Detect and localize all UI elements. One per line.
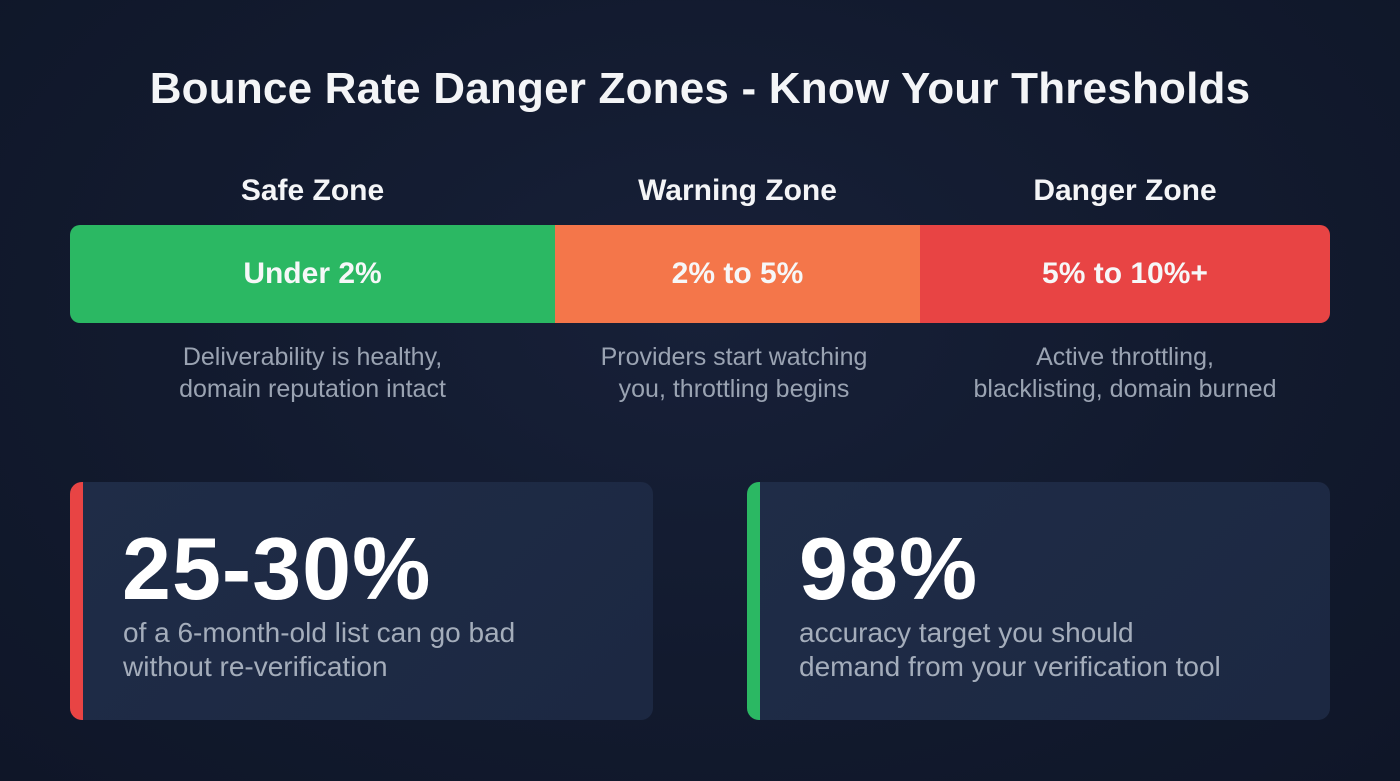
description-line: blacklisting, domain burned — [973, 375, 1277, 403]
description-line: domain reputation intact — [179, 375, 446, 403]
accent-bar-green — [747, 482, 760, 720]
caption-line: of a 6-month-old list can go bad — [123, 617, 516, 648]
description-line: you, throttling begins — [618, 375, 850, 403]
danger-range: 5% to 10%+ — [1042, 257, 1208, 290]
zone-description-danger: Active throttling, blacklisting, domain … — [920, 341, 1330, 405]
segment-danger: 5% to 10%+ — [920, 225, 1330, 323]
stat-value: 98% — [799, 519, 979, 618]
threshold-bar: Under 2% 2% to 5% 5% to 10%+ — [70, 225, 1330, 323]
zone-label-warning: Warning Zone — [638, 174, 837, 207]
stat-caption: of a 6-month-old list can go bad without… — [123, 616, 515, 684]
description-line: Providers start watching — [600, 343, 868, 371]
caption-line: demand from your verification tool — [799, 651, 1221, 682]
description-line: Active throttling, — [1036, 343, 1214, 371]
stat-card-list-decay: 25-30% of a 6-month-old list can go bad … — [70, 482, 653, 720]
safe-range: Under 2% — [243, 257, 382, 290]
zone-label-safe: Safe Zone — [240, 174, 385, 207]
stat-card-accuracy: 98% accuracy target you should demand fr… — [747, 482, 1330, 720]
zone-description-safe: Deliverability is healthy, domain reputa… — [70, 341, 555, 405]
zone-description-warning: Providers start watching you, throttling… — [555, 341, 913, 405]
segment-warning: 2% to 5% — [555, 225, 920, 323]
warning-range: 2% to 5% — [671, 257, 804, 290]
accent-bar-red — [70, 482, 83, 720]
page-title: Bounce Rate Danger Zones - Know Your Thr… — [149, 64, 1251, 113]
caption-line: accuracy target you should — [799, 617, 1134, 648]
stat-caption: accuracy target you should demand from y… — [799, 616, 1221, 684]
caption-line: without re-verification — [123, 651, 388, 682]
zone-label-danger: Danger Zone — [1033, 174, 1217, 207]
stat-value: 25-30% — [122, 519, 432, 618]
description-line: Deliverability is healthy, — [182, 343, 443, 371]
segment-safe: Under 2% — [70, 225, 555, 323]
